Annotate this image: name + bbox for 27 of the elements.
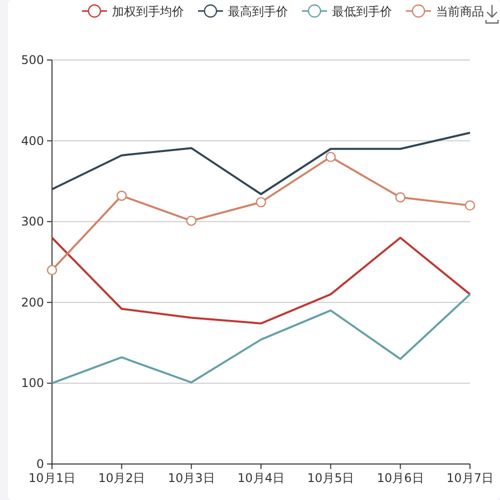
y-tick-label: 400: [21, 134, 44, 148]
point: [186, 216, 196, 226]
point: [464, 200, 476, 211]
line-series: [51, 236, 471, 324]
y-tick-label: 0: [36, 457, 44, 471]
point: [116, 190, 127, 201]
x-tick-label: 10月1日: [28, 471, 76, 485]
legend-label: 最低到手价: [332, 4, 392, 18]
line-series: [51, 132, 471, 196]
x-tick-label: 10月3日: [168, 471, 215, 485]
point: [256, 197, 266, 208]
y-tick-label: 200: [21, 295, 44, 310]
x-tick-label: 10月5日: [307, 471, 354, 485]
y-tick-label: 500: [21, 53, 44, 67]
point: [395, 192, 406, 202]
y-tick-label: 300: [21, 214, 44, 229]
legend-label: 当前商品: [436, 4, 484, 18]
line-series: [51, 293, 471, 384]
x-tick-label: 10月4日: [238, 471, 284, 485]
legend-label: 最高到手价: [228, 4, 288, 18]
point: [46, 264, 58, 276]
x-tick-label: 10月2日: [98, 471, 146, 485]
legend-label: 加权到手均价: [112, 4, 184, 18]
point: [326, 152, 336, 162]
x-tick-label: 10月7日: [446, 471, 494, 485]
x-tick-label: 10月6日: [376, 471, 424, 485]
y-tick-label: 100: [21, 376, 44, 390]
